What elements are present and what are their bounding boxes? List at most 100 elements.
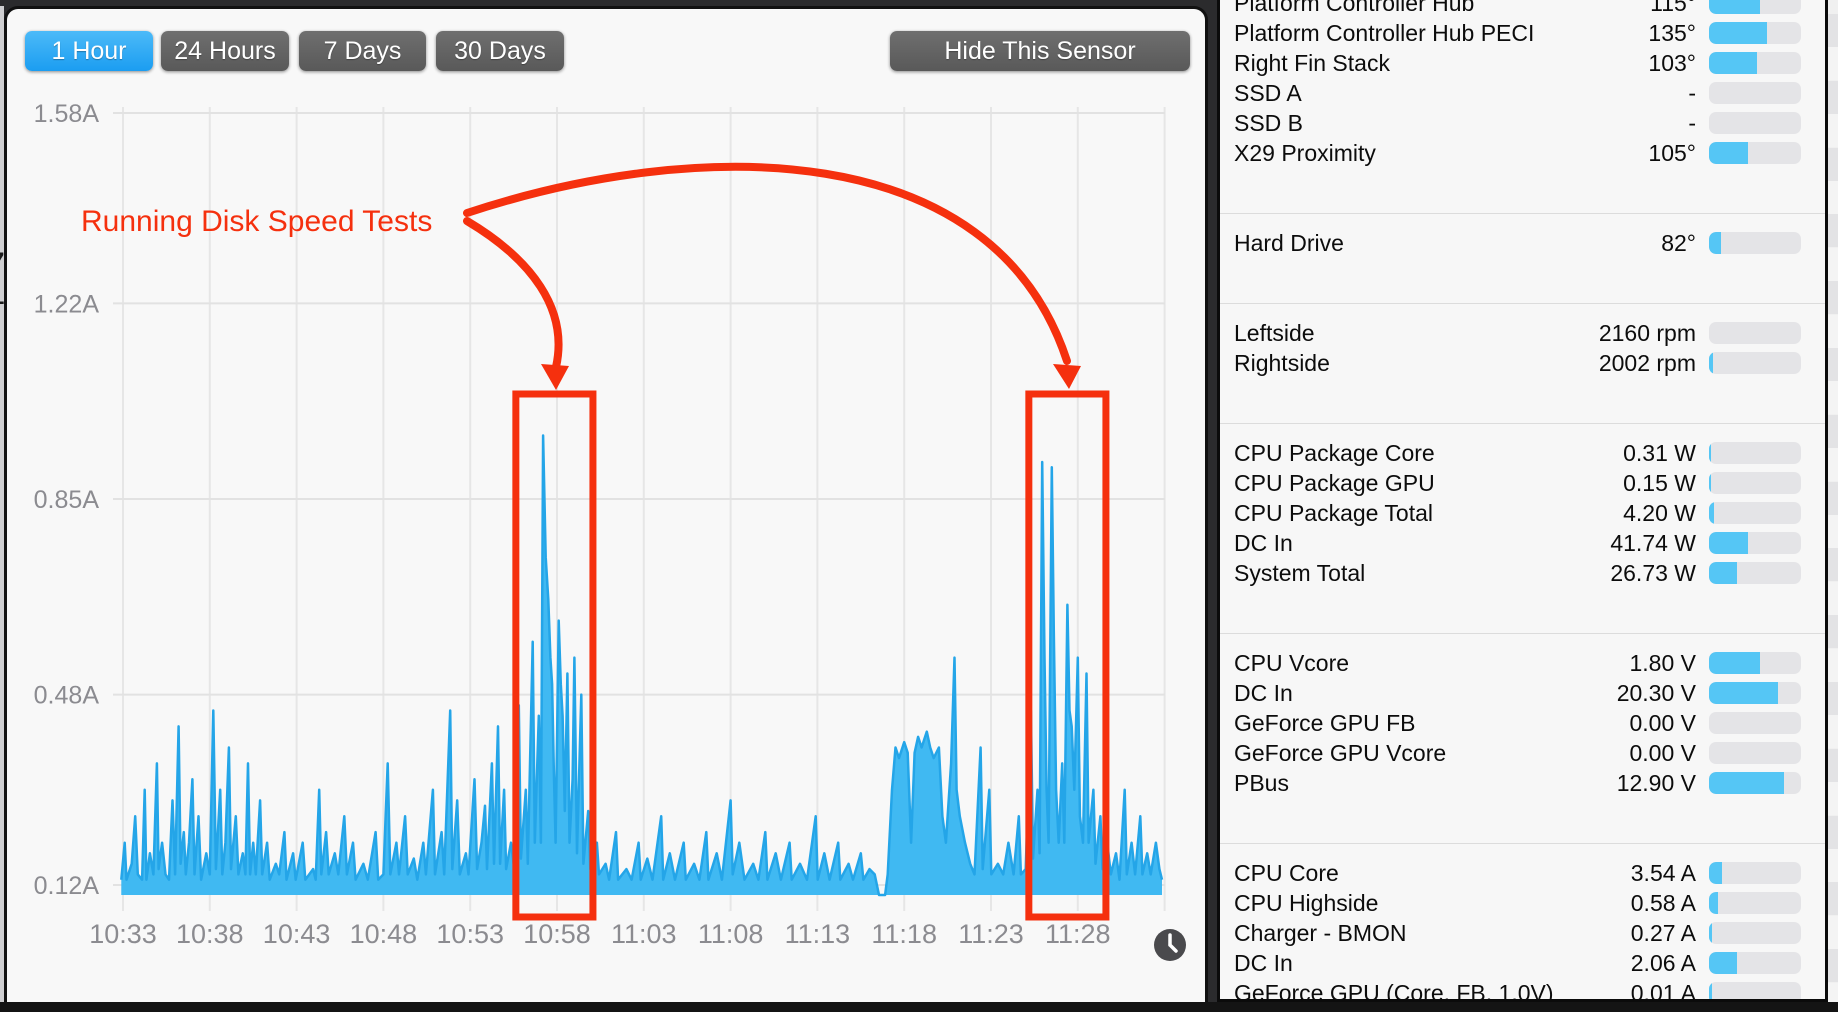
sensor-label: Platform Controller Hub	[1234, 0, 1475, 16]
sensor-label: Rightside	[1234, 349, 1330, 376]
sensor-row-platform-controller-hub[interactable]: Platform Controller Hub 115°	[1220, 0, 1825, 18]
background-row-fragment: 0	[1828, 281, 1838, 315]
sensor-value: 1.80 V	[1629, 649, 1697, 676]
background-row-fragment: 0	[1828, 682, 1838, 715]
sensor-row-x29-proximity[interactable]: X29 Proximity 105°	[1220, 138, 1825, 168]
sensor-row-geforce-gpu-core-fb-1-0v-[interactable]: GeForce GPU (Core, FB, 1.0V) 0.01 A	[1220, 978, 1825, 1002]
annotation-text: Running Disk Speed Tests	[81, 205, 432, 238]
sensor-label: CPU Package Core	[1234, 439, 1435, 466]
sensor-gauge-fill	[1709, 562, 1737, 584]
sensor-row-cpu-package-core[interactable]: CPU Package Core 0.31 W	[1220, 438, 1825, 468]
sensor-row-platform-controller-hub-peci[interactable]: Platform Controller Hub PECI 135°	[1220, 18, 1825, 48]
section-separator	[1220, 633, 1825, 634]
sensor-row-ssd-b[interactable]: SSD B -	[1220, 108, 1825, 138]
background-row-fragment: 0	[1828, 80, 1838, 114]
sensor-gauge	[1709, 952, 1801, 974]
sensor-value: 135°	[1648, 19, 1696, 46]
background-row-fragment: 0	[1828, 114, 1838, 148]
sensor-value: 0.00 V	[1629, 709, 1697, 736]
sensor-gauge-fill	[1709, 922, 1712, 944]
sensor-label: GeForce GPU (Core, FB, 1.0V)	[1234, 979, 1554, 1002]
sensor-row-cpu-vcore[interactable]: CPU Vcore 1.80 V	[1220, 648, 1825, 678]
x-axis-tick-label: 10:38	[176, 919, 244, 949]
annotation-arrow-left	[463, 217, 563, 371]
background-row-fragment: 0	[1828, 782, 1838, 816]
background-row-fragment: 0	[1828, 181, 1838, 214]
sensor-gauge	[1709, 232, 1801, 254]
sensor-gauge-fill	[1709, 22, 1767, 44]
x-axis-tick-label: 11:08	[698, 919, 764, 949]
sensor-row-system-total[interactable]: System Total 26.73 W	[1220, 558, 1825, 588]
sensor-row-rightside[interactable]: Rightside 2002 rpm	[1220, 348, 1825, 378]
sensor-gauge	[1709, 712, 1801, 734]
sensor-gauge-fill	[1709, 652, 1760, 674]
sensor-label: Right Fin Stack	[1234, 49, 1390, 76]
sensor-gauge-fill	[1709, 52, 1757, 74]
y-axis-tick-label: 1.58A	[34, 100, 100, 128]
sensor-label: Charger - BMON	[1234, 919, 1407, 946]
background-digit-fragment: 7	[0, 248, 4, 276]
chart-panel: 1 Hour 24 Hours 7 Days 30 Days Hide This Sen…	[4, 6, 1208, 1002]
background-row-fragment: 2	[1828, 14, 1838, 47]
highlight-box	[512, 390, 597, 921]
sensor-row-geforce-gpu-vcore[interactable]: GeForce GPU Vcore 0.00 V	[1220, 738, 1825, 768]
sensor-value: 3.54 A	[1630, 859, 1696, 886]
sensor-gauge-fill	[1709, 772, 1785, 794]
sensor-row-charger-bmon[interactable]: Charger - BMON 0.27 A	[1220, 918, 1825, 948]
sensor-row-ssd-a[interactable]: SSD A -	[1220, 78, 1825, 108]
sensor-row-geforce-gpu-fb[interactable]: GeForce GPU FB 0.00 V	[1220, 708, 1825, 738]
x-axis-tick-label: 11:03	[611, 919, 677, 949]
sensor-row-hard-drive[interactable]: Hard Drive 82°	[1220, 228, 1825, 258]
sensor-row-cpu-package-gpu[interactable]: CPU Package GPU 0.15 W	[1220, 468, 1825, 498]
sensor-label: CPU Highside	[1234, 889, 1379, 916]
sensor-value: 0.00 V	[1629, 739, 1697, 766]
sensor-label: DC In	[1234, 679, 1293, 706]
sensor-gauge-fill	[1709, 442, 1711, 464]
sensor-row-cpu-package-total[interactable]: CPU Package Total 4.20 W	[1220, 498, 1825, 528]
x-axis-tick-label: 11:23	[958, 919, 1024, 949]
sensor-row-dc-in[interactable]: DC In 2.06 A	[1220, 948, 1825, 978]
y-axis-tick-label: 0.85A	[34, 486, 100, 514]
sensor-value: 103°	[1648, 49, 1696, 76]
chart-area-series	[121, 435, 1162, 895]
annotation-arrowhead-left	[541, 364, 569, 390]
sensor-value: 20.30 V	[1616, 679, 1696, 706]
background-row-fragment: 0	[1828, 748, 1838, 782]
range-button-30-days[interactable]: 30 Days	[436, 31, 564, 71]
sensor-row-leftside[interactable]: Leftside 2160 rpm	[1220, 318, 1825, 348]
sensor-value: 2160 rpm	[1598, 319, 1696, 346]
sensor-row-dc-in[interactable]: DC In 20.30 V	[1220, 678, 1825, 708]
sensor-label: GeForce GPU FB	[1234, 709, 1416, 736]
sensor-gauge	[1709, 52, 1801, 74]
sensor-gauge	[1709, 682, 1801, 704]
sensor-label: DC In	[1234, 529, 1293, 556]
range-button-1-hour[interactable]: 1 Hour	[25, 31, 153, 71]
sensor-gauge-fill	[1709, 682, 1778, 704]
background-row-fragment: 0	[1828, 381, 1838, 415]
chart-series-line	[120, 434, 1164, 897]
hide-this-sensor-button[interactable]: Hide This Sensor	[890, 31, 1190, 71]
sensor-gauge-fill	[1709, 862, 1722, 884]
sensor-value: 2.06 A	[1630, 949, 1696, 976]
sensor-value: 12.90 V	[1616, 769, 1696, 796]
sensor-row-cpu-highside[interactable]: CPU Highside 0.58 A	[1220, 888, 1825, 918]
background-row-fragment: 0	[1828, 147, 1838, 181]
clock-icon[interactable]	[1154, 929, 1186, 961]
sensor-value: 2002 rpm	[1598, 349, 1696, 376]
x-axis-tick-label: 11:28	[1045, 919, 1111, 949]
sensor-row-cpu-core[interactable]: CPU Core 3.54 A	[1220, 858, 1825, 888]
sensor-row-pbus[interactable]: PBus 12.90 V	[1220, 768, 1825, 798]
background-window-bottom-strip	[0, 1002, 1838, 1012]
sensor-value: 41.74 W	[1610, 529, 1696, 556]
background-row-fragment: 0	[1828, 982, 1838, 1002]
sensor-gauge	[1709, 982, 1801, 999]
sensor-row-right-fin-stack[interactable]: Right Fin Stack 103°	[1220, 48, 1825, 78]
sensor-value: -	[1688, 79, 1696, 106]
range-button-7-days[interactable]: 7 Days	[299, 31, 426, 71]
range-button-24-hours[interactable]: 24 Hours	[161, 31, 289, 71]
section-separator	[1220, 423, 1825, 424]
chart-toolbar: 1 Hour 24 Hours 7 Days 30 Days Hide This Sen…	[7, 9, 1205, 89]
sensor-row-dc-in[interactable]: DC In 41.74 W	[1220, 528, 1825, 558]
background-row-fragment: 0	[1828, 314, 1838, 348]
sensor-label: GeForce GPU Vcore	[1234, 739, 1447, 766]
